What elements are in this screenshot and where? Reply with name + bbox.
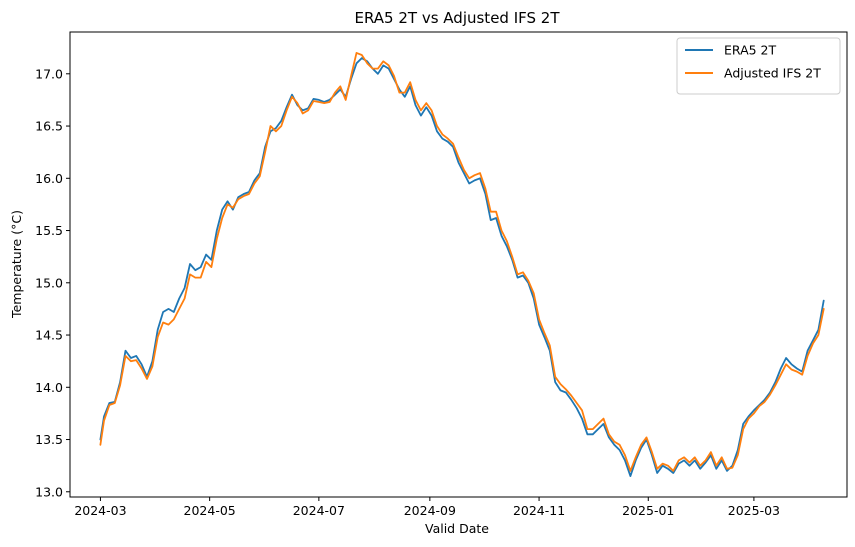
y-tick-label: 14.0: [35, 380, 63, 395]
x-tick-label: 2024-09: [404, 503, 456, 518]
y-tick-label: 13.5: [35, 432, 63, 447]
x-tick-label: 2024-11: [513, 503, 565, 518]
x-axis-label: Valid Date: [425, 521, 489, 536]
series-line-adjusted-ifs-2t: [99, 52, 825, 472]
y-tick-label: 15.0: [35, 275, 63, 290]
legend-label-era5-2t: ERA5 2T: [724, 43, 777, 58]
chart-title: ERA5 2T vs Adjusted IFS 2T: [355, 9, 561, 27]
series-line-era5-2t: [99, 57, 825, 478]
x-tick-label: 2025-01: [622, 503, 674, 518]
x-axis: 2024-03 2024-05 2024-07 2024-09 2024-11 2025-…: [74, 497, 780, 518]
y-tick-label: 13.0: [35, 484, 63, 499]
x-tick-label: 2024-05: [184, 503, 236, 518]
legend-label-adjusted-ifs-2t: Adjusted IFS 2T: [724, 66, 821, 81]
y-tick-label: 15.5: [35, 223, 63, 238]
x-tick-label: 2024-03: [74, 503, 126, 518]
y-axis: 13.0 13.5 14.0 14.5 15.0 15.5 16.0 16.5 17.0: [35, 66, 70, 499]
x-tick-label: 2024-07: [293, 503, 345, 518]
y-tick-label: 16.5: [35, 119, 63, 134]
y-tick-label: 17.0: [35, 66, 63, 81]
y-axis-label: Temperature (°C): [9, 210, 24, 319]
plot-area: [69, 31, 848, 498]
legend: ERA5 2T Adjusted IFS 2T: [676, 37, 841, 95]
legend-box: [676, 37, 841, 95]
y-tick-label: 16.0: [35, 171, 63, 186]
x-tick-label: 2025-03: [728, 503, 780, 518]
series-layer: [99, 52, 825, 478]
y-tick-label: 14.5: [35, 328, 63, 343]
